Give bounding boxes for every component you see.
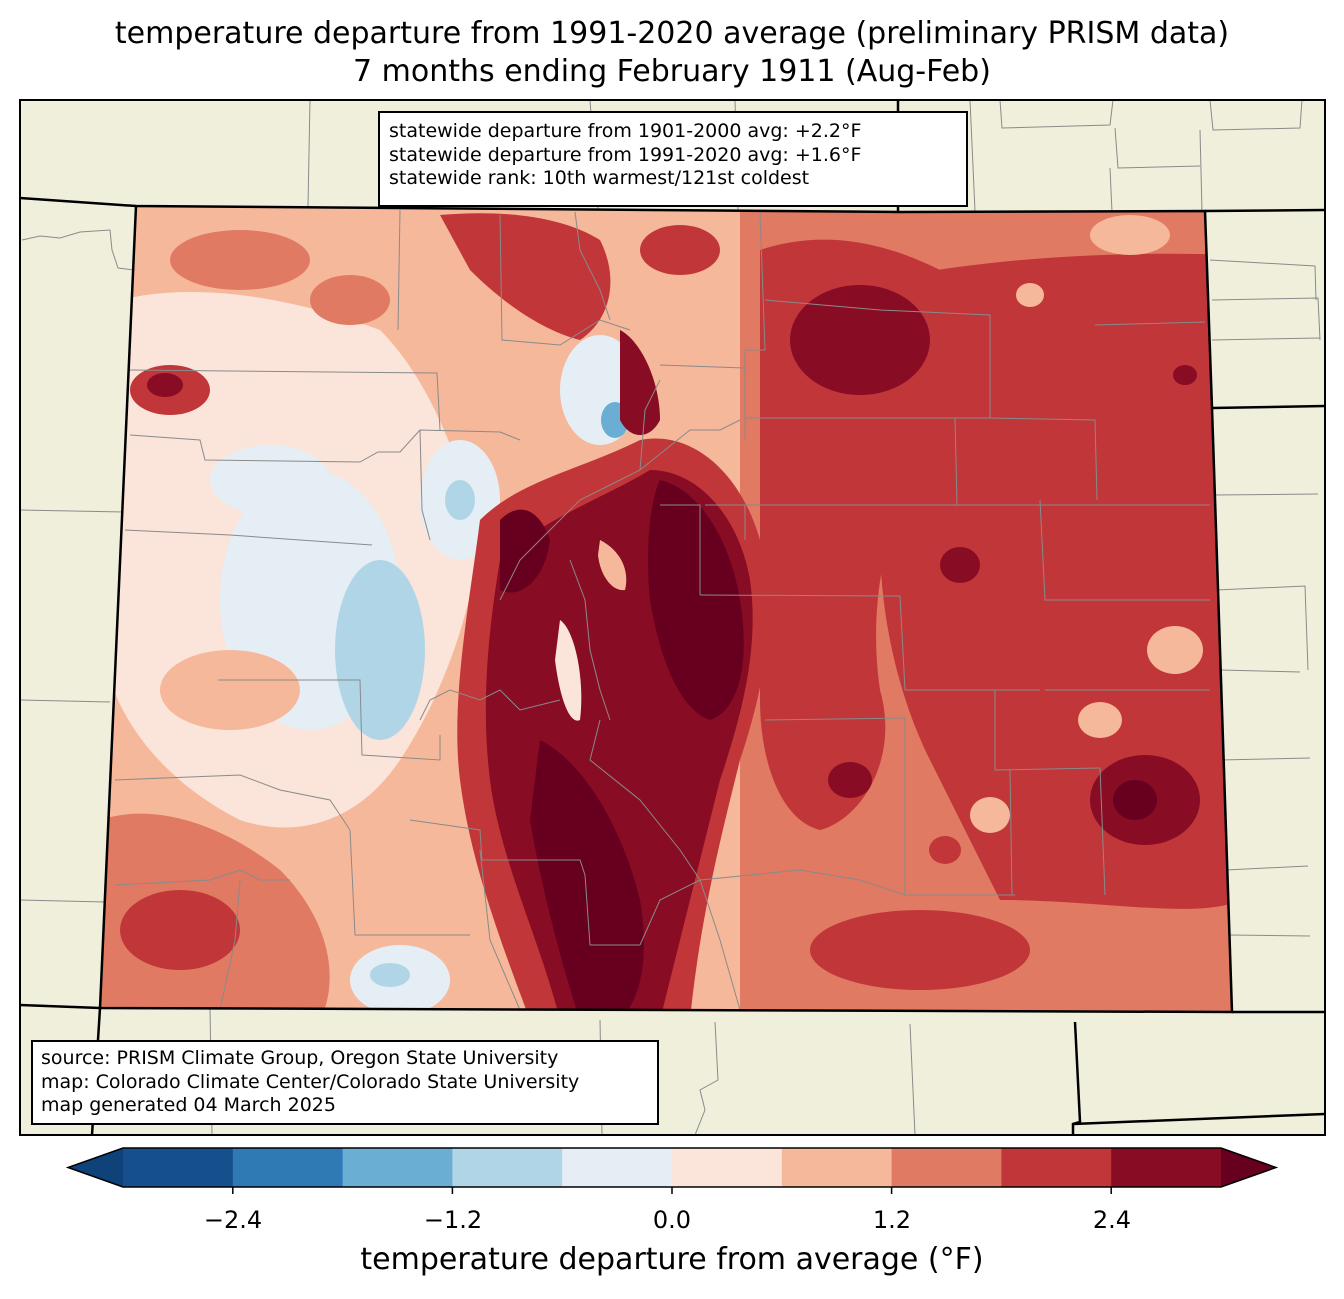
colorbar-segment xyxy=(452,1148,563,1187)
colorbar-extend-low xyxy=(68,1148,123,1187)
colorbar-segment xyxy=(342,1148,453,1187)
colorbar-segment xyxy=(1111,1148,1222,1187)
source-line: source: PRISM Climate Group, Oregon Stat… xyxy=(41,1047,559,1069)
colorbar-tick-label: 1.2 xyxy=(872,1206,912,1234)
map-title-line2: 7 months ending February 1911 (Aug-Feb) xyxy=(353,54,991,89)
colorbar-segment xyxy=(891,1148,1002,1187)
colorbar-outline xyxy=(65,1147,1279,1188)
map-credit-line: map: Colorado Climate Center/Colorado St… xyxy=(41,1070,580,1093)
stats-line-rank: statewide rank: 10th warmest/121st colde… xyxy=(389,167,810,189)
stats-line-1991-2020: statewide departure from 1991-2020 avg: … xyxy=(389,143,862,166)
colorbar-segment xyxy=(123,1148,234,1187)
colorbar xyxy=(65,1147,1279,1194)
colorbar-label: temperature departure from average (°F) xyxy=(360,1242,984,1277)
stats-line-1901-2000: statewide departure from 1901-2000 avg: … xyxy=(389,120,862,142)
colorbar-extend-high xyxy=(1221,1148,1276,1187)
colorbar-tick-label: −2.4 xyxy=(203,1206,263,1234)
colorbar-segment xyxy=(781,1148,893,1187)
county-lines xyxy=(114,209,1210,1011)
temperature-field xyxy=(100,206,1232,1012)
colorbar-segment xyxy=(1001,1148,1112,1187)
source-box: source: PRISM Climate Group, Oregon Stat… xyxy=(31,1040,659,1125)
colorbar-segment xyxy=(562,1148,673,1187)
map-frame-border xyxy=(19,99,1326,1136)
colorbar-segment xyxy=(232,1148,344,1187)
colorbar-tick-label: 2.4 xyxy=(1092,1206,1132,1234)
colorbar-segment xyxy=(672,1148,783,1187)
statewide-stats-box: statewide departure from 1901-2000 avg: … xyxy=(378,111,968,207)
generated-date-line: map generated 04 March 2025 xyxy=(41,1094,336,1116)
colorbar-tick-label: 0.0 xyxy=(652,1206,692,1234)
colorbar-tick-label: −1.2 xyxy=(423,1206,483,1234)
map-title-line1: temperature departure from 1991-2020 ave… xyxy=(114,16,1230,51)
